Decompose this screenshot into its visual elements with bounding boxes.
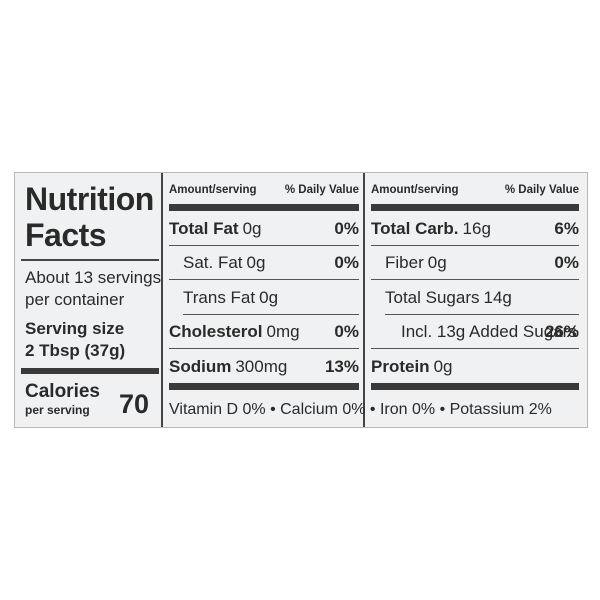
header-dv: % Daily Value <box>504 184 579 196</box>
daily-value: 13% <box>324 356 359 376</box>
nutrient-name: Total Fat <box>169 219 239 238</box>
serving-size-label: Serving size <box>25 319 125 338</box>
daily-value: 0% <box>334 219 359 238</box>
header-dv: % Daily Value <box>284 184 359 196</box>
daily-value: 26% <box>544 322 579 342</box>
nutrient-amount: 0g <box>259 287 279 307</box>
rule <box>371 383 579 390</box>
daily-value: 6% <box>554 219 579 238</box>
nutrient-row: Sat. Fat 0g 0% <box>169 245 359 281</box>
nutrient-amount: 300mg <box>235 356 288 376</box>
header-amount: Amount/serving <box>169 184 257 196</box>
rule <box>21 368 159 374</box>
nutrient-amount: 0g <box>246 253 266 273</box>
nutrient-row: Fiber 0g 0% <box>371 245 579 281</box>
calories-sub: per serving <box>25 403 90 417</box>
title: Nutrition <box>25 181 154 217</box>
nutrient-row: Sodium 300mg 13% <box>169 349 359 383</box>
nutrition-label: Nutrition Facts About 13 servings per co… <box>14 172 588 428</box>
serving-size: 2 Tbsp (37g) <box>25 341 126 360</box>
daily-value: 0% <box>334 322 359 342</box>
nutrient-name: Trans Fat <box>183 287 256 307</box>
rule <box>169 383 359 390</box>
header-amount: Amount/serving <box>371 184 459 196</box>
nutrient-amount: 0g <box>242 219 262 238</box>
nutrient-amount: 0g <box>433 356 453 376</box>
nutrient-name: Fiber <box>385 253 424 273</box>
nutrient-name: Cholesterol <box>169 322 263 342</box>
divider <box>161 173 163 427</box>
nutrient-amount: 0mg <box>266 322 300 342</box>
nutrient-name: Total Sugars <box>385 287 480 307</box>
daily-value: 0% <box>554 253 579 273</box>
nutrient-row: Incl. 13g Added Sugars 26% <box>371 314 579 350</box>
nutrient-amount: 16g <box>462 219 491 238</box>
nutrient-name: Sodium <box>169 356 232 376</box>
servings: About 13 servings <box>25 268 162 287</box>
nutrient-row: Trans Fat 0g <box>183 280 359 315</box>
divider <box>363 173 365 427</box>
nutrient-row: Protein 0g <box>371 349 579 383</box>
calories-label: Calories <box>25 381 100 402</box>
nutrient-row: Total Fat 0g 0% <box>169 211 359 246</box>
daily-value: 0% <box>334 253 359 273</box>
nutrient-name: Incl. 13g Added Sugars <box>401 322 577 342</box>
nutrient-row: Total Carb. 16g 6% <box>371 211 579 246</box>
nutrient-name: Protein <box>371 356 430 376</box>
servings: per container <box>25 290 125 309</box>
nutrient-name: Total Carb. <box>371 219 459 238</box>
calories: 70 <box>119 389 150 419</box>
footer: Vitamin D 0% • Calcium 0% • Iron 0% • Po… <box>169 401 552 418</box>
rule <box>169 204 359 211</box>
nutrient-name: Sat. Fat <box>183 253 243 273</box>
rule <box>21 259 159 261</box>
title: Facts <box>25 217 107 253</box>
nutrient-amount: 0g <box>427 253 447 273</box>
nutrient-row: Total Sugars 14g <box>385 280 579 315</box>
rule <box>371 204 579 211</box>
nutrient-row: Cholesterol 0mg 0% <box>169 314 359 350</box>
nutrient-amount: 14g <box>483 287 512 307</box>
